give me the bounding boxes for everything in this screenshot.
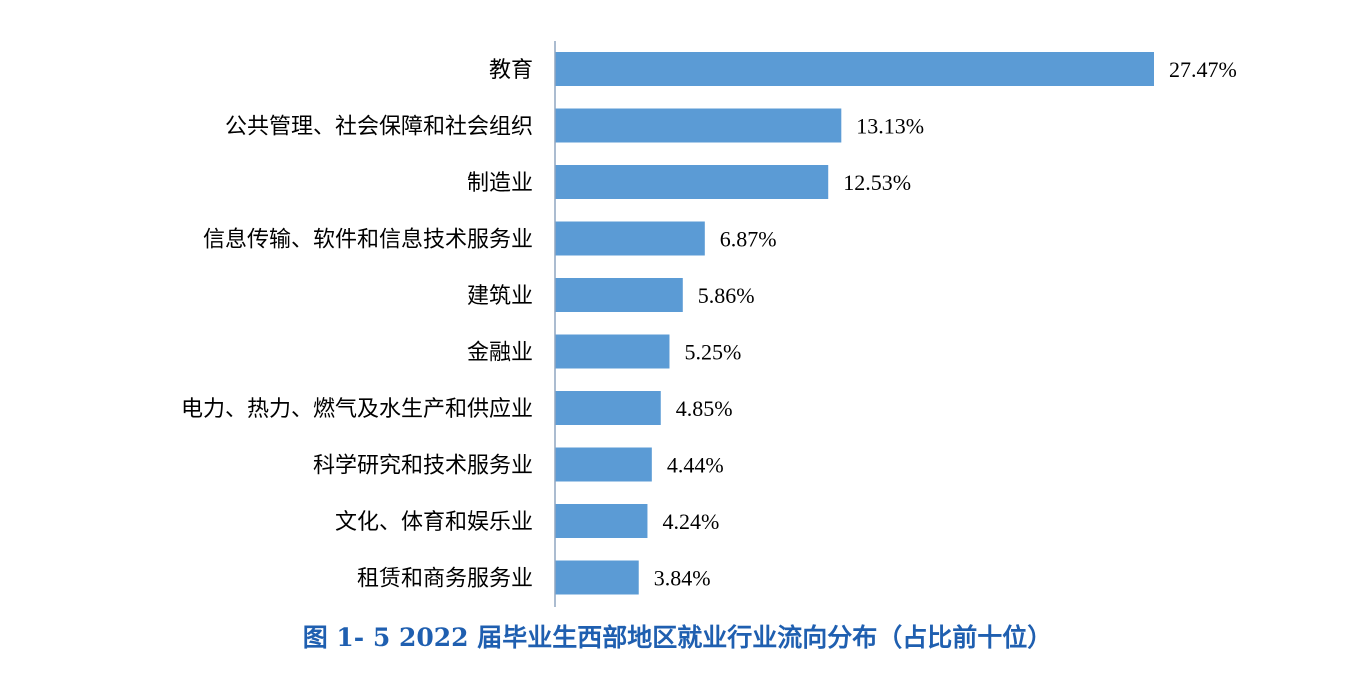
category-label: 信息传输、软件和信息技术服务业 bbox=[203, 228, 533, 253]
bar bbox=[555, 52, 1154, 86]
category-label: 电力、热力、燃气及水生产和供应业 bbox=[181, 397, 533, 422]
value-label: 27.47% bbox=[1169, 57, 1237, 82]
category-label: 文化、体育和娱乐业 bbox=[335, 510, 533, 535]
bar bbox=[555, 560, 639, 595]
value-label: 3.84% bbox=[654, 566, 711, 591]
value-label: 4.85% bbox=[676, 396, 733, 421]
bar bbox=[555, 447, 652, 482]
value-label: 12.53% bbox=[843, 170, 911, 195]
bar bbox=[555, 391, 661, 425]
value-label: 13.13% bbox=[856, 114, 924, 139]
category-label: 公共管理、社会保障和社会组织 bbox=[225, 115, 533, 140]
category-label: 金融业 bbox=[467, 341, 533, 366]
category-label: 教育 bbox=[489, 58, 533, 83]
value-label: 6.87% bbox=[720, 227, 777, 252]
value-labels-group: 27.47% 13.13% 12.53% 6.87% 5.86% 5.25% 4.85% 4.… bbox=[654, 57, 1237, 591]
category-labels-group: 教育公共管理、社会保障和社会组织制造业信息传输、软件和信息技术服务业建筑业金融业… bbox=[181, 58, 533, 592]
bar bbox=[555, 334, 670, 369]
value-label: 4.24% bbox=[662, 509, 719, 534]
bar bbox=[555, 278, 683, 312]
value-label: 4.44% bbox=[667, 453, 724, 478]
bars-group bbox=[555, 52, 1154, 595]
category-label: 科学研究和技术服务业 bbox=[313, 454, 533, 479]
bar bbox=[555, 221, 705, 256]
category-label: 建筑业 bbox=[467, 284, 533, 309]
value-label: 5.25% bbox=[684, 340, 741, 365]
figure-caption: 图 1- 5 2022 届毕业生西部地区就业行业流向分布（占比前十位） bbox=[302, 623, 1053, 652]
bar bbox=[555, 165, 829, 199]
bar bbox=[555, 108, 842, 143]
category-label: 租赁和商务服务业 bbox=[357, 567, 533, 592]
bar bbox=[555, 504, 648, 538]
category-label: 制造业 bbox=[467, 171, 533, 196]
value-label: 5.86% bbox=[698, 283, 755, 308]
